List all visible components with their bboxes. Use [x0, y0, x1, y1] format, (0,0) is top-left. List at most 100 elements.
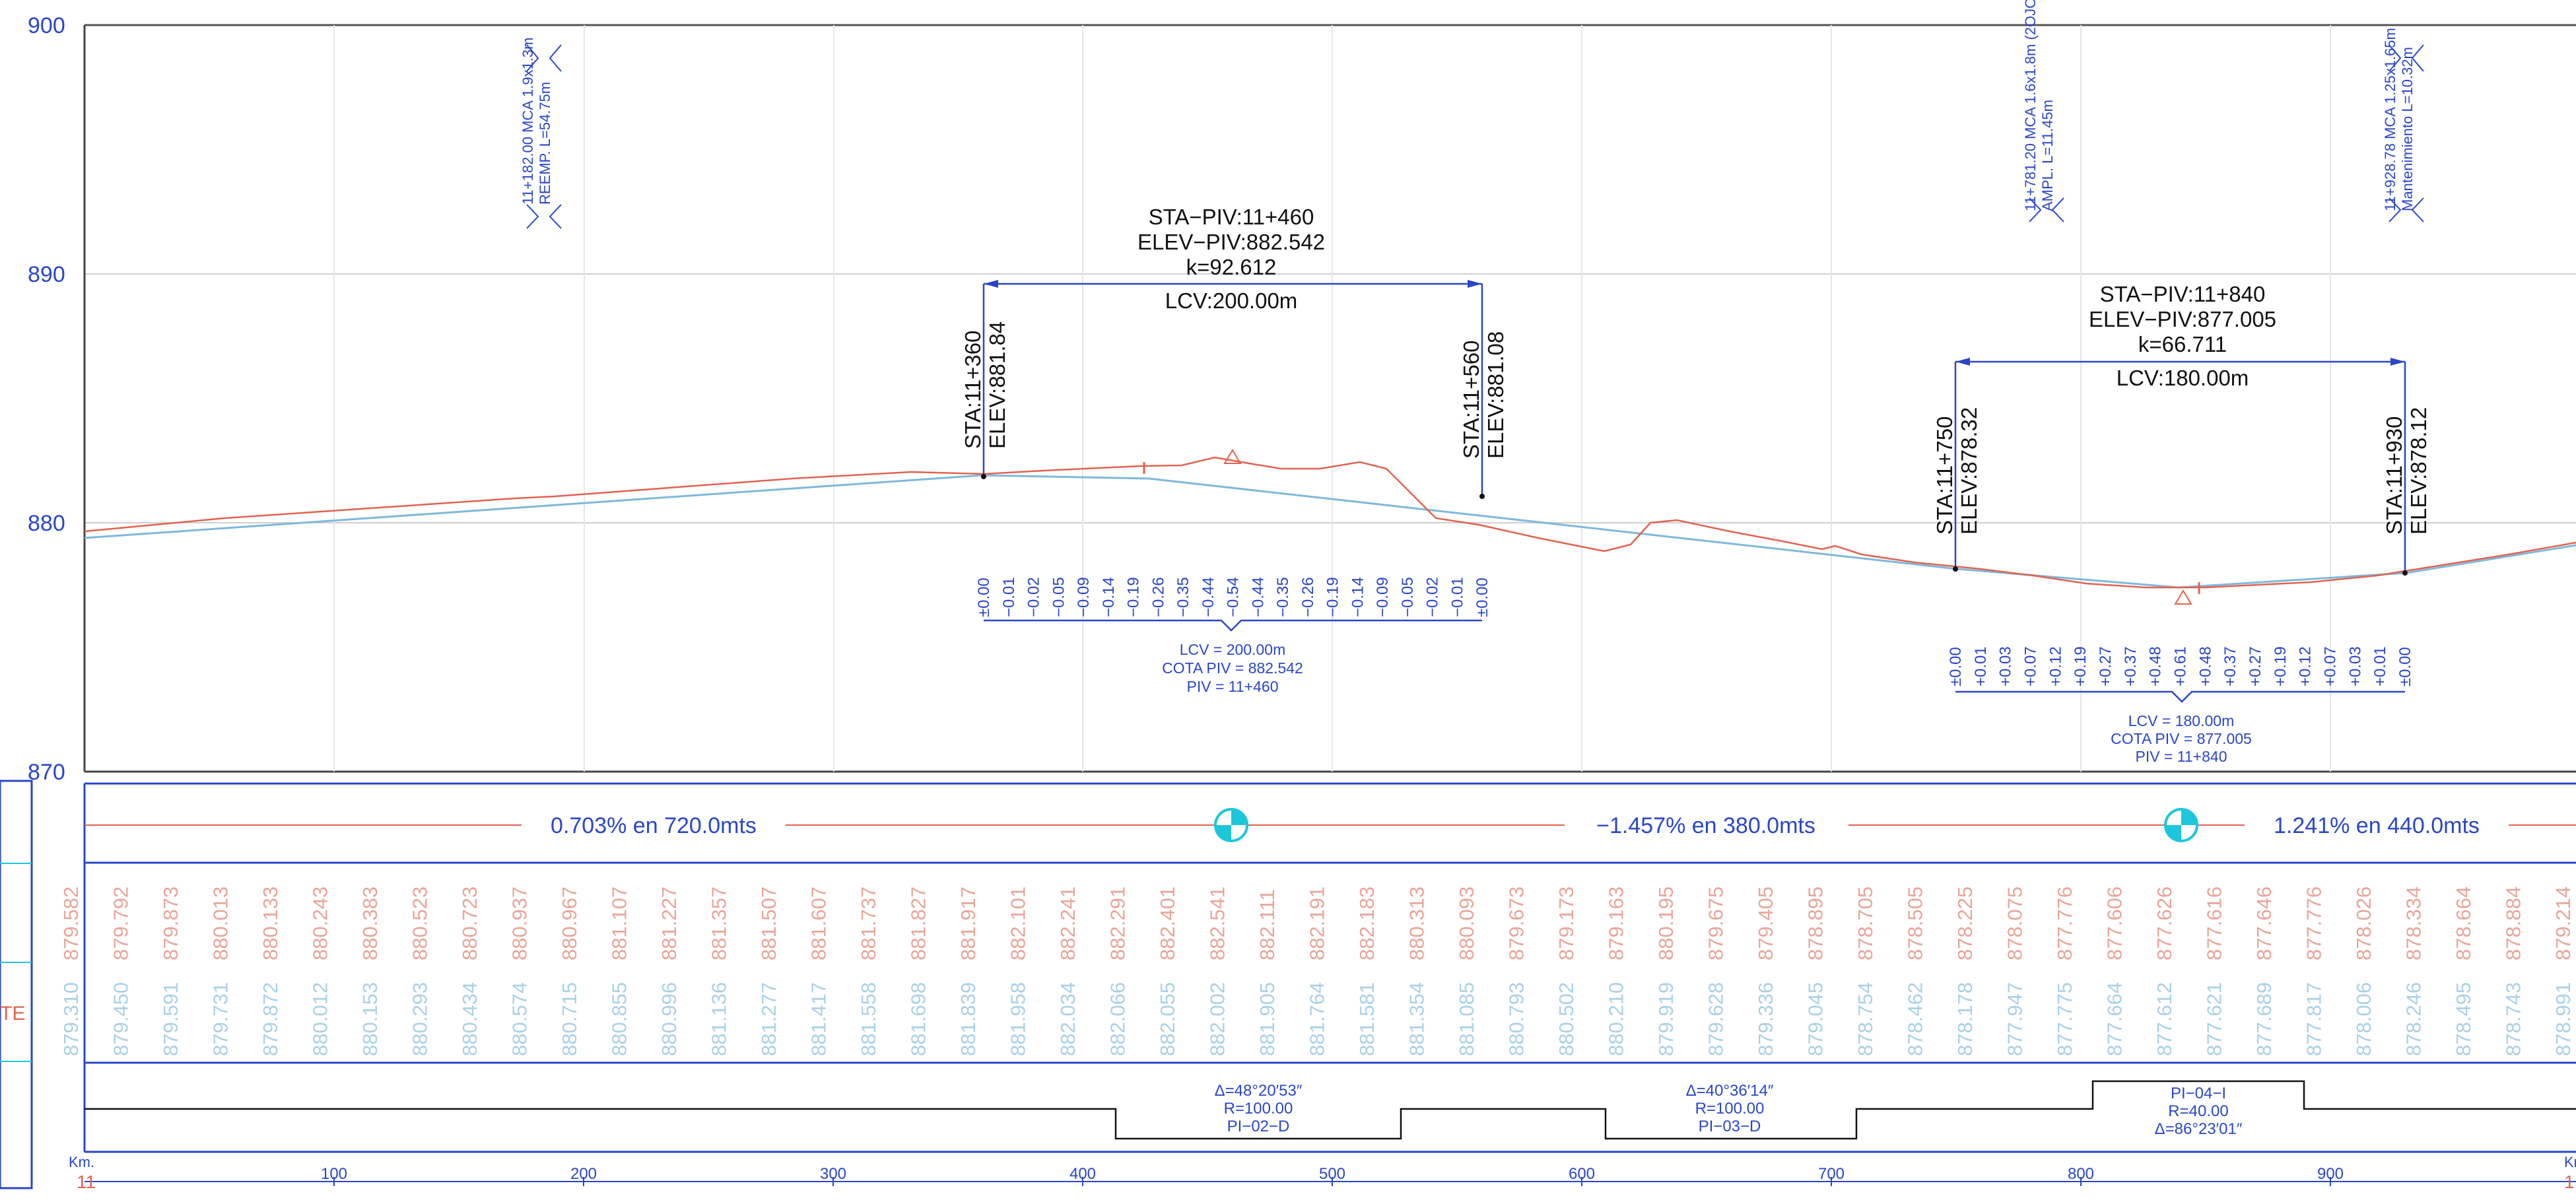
ground-elevation: 882.183: [1355, 886, 1378, 960]
ground-elevation: 879.582: [59, 886, 83, 960]
elevation-label-890: 890: [28, 262, 65, 287]
alignment-line: [85, 1080, 2576, 1140]
design-elevation: 877.817: [2303, 982, 2326, 1056]
km-ticks: 100 200 300 400 500 600 700 800 900: [321, 1165, 2344, 1186]
elevation-label-880: 880: [28, 511, 65, 536]
offset-ordinate: +0.19: [2272, 646, 2289, 686]
offset-ordinate: +0.48: [2147, 646, 2165, 686]
offset-ordinate: +0.03: [1997, 646, 2015, 686]
design-elevation: 880.293: [409, 982, 432, 1056]
elevation-label-870: 870: [28, 760, 65, 785]
design-elevation: 881.958: [1007, 982, 1030, 1056]
curve-name: PI−03−D: [1699, 1118, 1761, 1135]
offset-ordinate: +0.01: [2371, 646, 2389, 686]
ground-elevation: 879.675: [1705, 886, 1728, 960]
offset-ordinate: −0.26: [1299, 577, 1317, 617]
ptv-station: STA:11+930: [2382, 417, 2406, 535]
pcv-station: STA:11+360: [961, 331, 985, 450]
ground-elevation: 880.243: [309, 886, 332, 960]
design-elevation: 881.764: [1306, 982, 1329, 1056]
ground-elevation: 879.163: [1605, 886, 1628, 960]
structure-label: 11+928.78 MCA 1.25x1.65m: [2382, 28, 2398, 211]
design-elevation: 882.055: [1156, 982, 1179, 1056]
design-elevation: 879.310: [59, 982, 83, 1056]
ptv-station: STA:11+560: [1459, 341, 1483, 459]
curve-offset-ordinates: ±0.00 −0.01 −0.02 −0.05 −0.09 −0.14 −0.19 −0.26…: [975, 577, 1491, 617]
lcv-arrow-right: [2390, 358, 2405, 366]
ground-elevation: 880.093: [1455, 886, 1478, 960]
design-elevation: 878.006: [2352, 982, 2375, 1056]
design-elevation: 879.628: [1705, 982, 1728, 1056]
pcv-station: STA:11+750: [1932, 417, 1957, 535]
curve-sta-piv: STA−PIV:11+840: [2100, 282, 2266, 306]
design-elevation: 881.698: [907, 982, 930, 1056]
grade-row: 0.703% en 720.0mts −1.457% en 380.0mts 1…: [85, 808, 2576, 842]
grade-label-3: 1.241% en 440.0mts: [2274, 813, 2480, 838]
pcv-point: [1953, 566, 1958, 572]
ground-elevation: 878.075: [2004, 886, 2027, 960]
offset-ordinate: ±0.00: [2396, 647, 2414, 686]
design-elevation: 881.277: [757, 982, 780, 1056]
design-elevation: 882.066: [1106, 982, 1130, 1056]
pcv-elevation: ELEV:878.32: [1957, 407, 1981, 535]
km-tick-label: 500: [1319, 1165, 1345, 1183]
offset-ordinate: −0.19: [1125, 577, 1143, 617]
design-elevation: 880.793: [1505, 982, 1528, 1056]
km-tick-label: 700: [1818, 1165, 1845, 1183]
design-elevation: 880.012: [309, 982, 332, 1056]
km-tick-label: 100: [321, 1165, 347, 1183]
alignment-row: Δ=48°20′53″ R=100.00 PI−02−D Δ=40°36′14″…: [85, 1080, 2576, 1140]
curve-lcv: LCV:200.00m: [1165, 288, 1298, 313]
lcv-arrow-left: [1955, 358, 1970, 366]
ptv-point: [2402, 570, 2408, 576]
grade-label-1: 0.703% en 720.0mts: [551, 813, 757, 838]
km-start: 11: [77, 1172, 96, 1192]
ground-elevation: 882.291: [1106, 886, 1130, 960]
ground-elevation: 878.505: [1904, 886, 1927, 960]
ground-elevation: 878.884: [2502, 886, 2525, 960]
design-elevation: 879.731: [209, 982, 232, 1056]
vertical-curve-2: STA−PIV:11+840 ELEV−PIV:877.005 k=66.711…: [1932, 282, 2431, 765]
km-tick-label: 600: [1569, 1165, 1595, 1183]
offset-ordinate: −0.44: [1249, 577, 1267, 617]
offset-ordinate: −0.01: [1448, 577, 1466, 617]
curve-name: PI−02−D: [1227, 1118, 1290, 1135]
curve-radius: R=100.00: [1224, 1100, 1293, 1118]
design-elevation: 879.336: [1754, 982, 1777, 1056]
offset-ordinate: −0.44: [1200, 577, 1217, 617]
offset-ordinate: −0.14: [1349, 577, 1367, 617]
offset-ordinate: −0.14: [1100, 577, 1118, 617]
km-axis: Km. 11 100 200 300 400 500 600 700 800 900 Km 1: [69, 1154, 2576, 1192]
curve-lcv: LCV:180.00m: [2117, 366, 2249, 390]
offset-ordinate: −0.05: [1050, 577, 1068, 617]
design-elevation: 881.839: [957, 982, 980, 1056]
ground-elevation: 881.227: [658, 886, 681, 960]
design-elevation: 881.354: [1406, 982, 1429, 1056]
ground-elevation: 882.401: [1156, 886, 1179, 960]
lcv-arrow-left: [984, 280, 998, 288]
ground-elevation: 878.334: [2402, 886, 2425, 960]
ground-elevation: 879.673: [1505, 886, 1528, 960]
piv-symbol: [1214, 808, 1248, 842]
design-elevation: 880.996: [658, 982, 681, 1056]
offset-ordinate: +0.19: [2072, 646, 2089, 686]
ptv-point: [1479, 494, 1485, 499]
ground-elevation: 881.607: [807, 886, 830, 960]
curve-delta: Δ=86°23′01″: [2155, 1120, 2243, 1138]
offset-ordinate: −0.05: [1399, 577, 1417, 617]
design-elevation: 879.045: [1804, 982, 1827, 1056]
ground-elevation: 881.737: [857, 886, 880, 960]
design-elevation: 878.178: [1953, 982, 1977, 1056]
ground-elevation: 879.173: [1555, 886, 1578, 960]
structure-sublabel: REEMP. L=54.75m: [537, 82, 553, 205]
curve-elev-piv: ELEV−PIV:877.005: [2089, 307, 2276, 331]
curve-sta-piv: STA−PIV:11+460: [1149, 205, 1314, 229]
design-elevation: 877.621: [2203, 982, 2226, 1056]
pcv-point: [981, 474, 986, 479]
ground-elevation: 878.895: [1804, 886, 1827, 960]
km-tick-label: 400: [1069, 1165, 1096, 1183]
ground-elevation: 882.541: [1206, 886, 1229, 960]
km-tick-label: 300: [820, 1165, 846, 1183]
km-tick-label: 900: [2317, 1165, 2344, 1183]
